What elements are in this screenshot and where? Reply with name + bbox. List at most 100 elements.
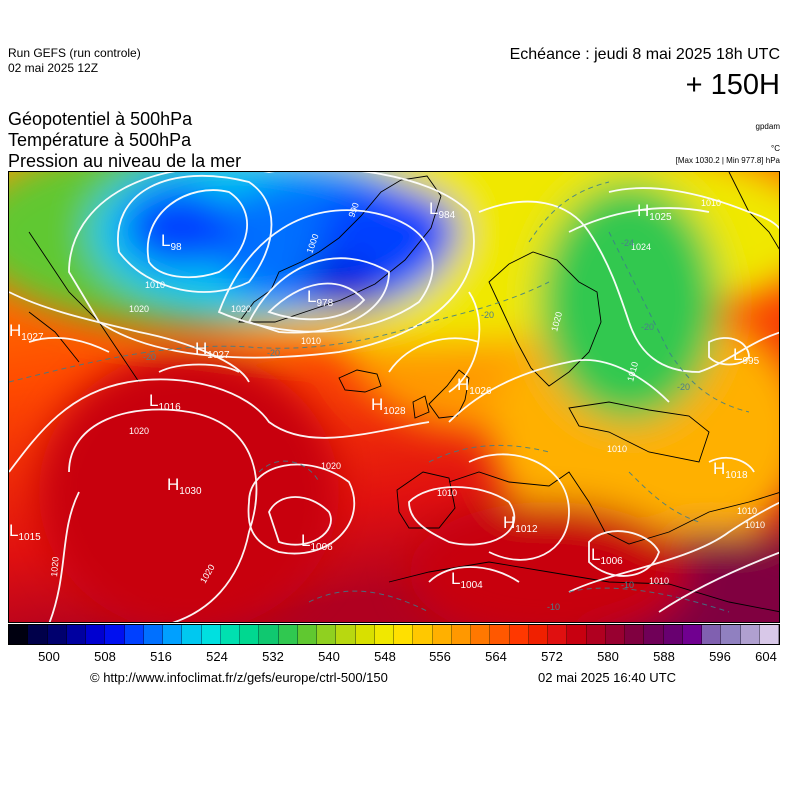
- isobar-label: 1010: [607, 444, 627, 454]
- low-pressure-center: L1016: [149, 391, 181, 413]
- isotherm-label: -10: [621, 580, 634, 590]
- layer-temperature: Température à 500hPa: [8, 130, 192, 150]
- colorbar-cell: [451, 625, 471, 644]
- pressure-range: [Max 1030.2 | Min 977.8] hPa: [675, 156, 780, 165]
- isobar-label: 1010: [145, 280, 165, 290]
- colorbar-cell: [297, 625, 317, 644]
- colorbar-cell: [336, 625, 356, 644]
- colorbar-tick-label: 524: [206, 649, 228, 664]
- isobar-label: 1010: [737, 506, 757, 516]
- pressure-centers: L984 L978 L98 H1027 H1027 H1028 H1026 H1030 L100…: [9, 199, 760, 591]
- colorbar-tick-label: 516: [150, 649, 172, 664]
- colorbar-cell: [663, 625, 683, 644]
- low-pressure-center: L984: [429, 199, 456, 221]
- colorbar-cell: [374, 625, 394, 644]
- low-pressure-center: L1006: [301, 531, 333, 553]
- colorbar-tick-label: 572: [541, 649, 563, 664]
- colorbar-cell: [509, 625, 529, 644]
- valid-time: Echéance : jeudi 8 mai 2025 18h UTC: [509, 46, 780, 63]
- colorbar-cell: [702, 625, 722, 644]
- colorbar-cell: [721, 625, 741, 644]
- colorbar-cell: [317, 625, 337, 644]
- high-pressure-center: H1030: [167, 475, 202, 497]
- colorbar-cell: [124, 625, 144, 644]
- colorbar-cell: [201, 625, 221, 644]
- colorbar-cell: [105, 625, 125, 644]
- isobar-label: 1010: [437, 488, 457, 498]
- isotherm-label: -20: [641, 322, 654, 332]
- colorbar-cell: [759, 625, 779, 644]
- issue-time: 02 mai 2025 16:40 UTC: [538, 670, 677, 685]
- isobar-label: 1024: [631, 242, 651, 252]
- layer-pressure: Pression au niveau de la mer: [8, 151, 242, 171]
- colorbar-cell: [625, 625, 645, 644]
- temperature-colorbar: [8, 624, 780, 645]
- isotherm-label: -20: [481, 310, 494, 320]
- unit-temperature: °C: [771, 144, 780, 153]
- low-pressure-center: L1004: [451, 569, 483, 591]
- isobar-label: 990: [346, 201, 361, 219]
- colorbar-cell: [259, 625, 279, 644]
- colorbar-cell: [240, 625, 260, 644]
- colorbar-cell: [432, 625, 452, 644]
- isobars: [9, 172, 779, 622]
- layer-geopotential: Géopotentiel à 500hPa: [8, 109, 193, 129]
- colorbar-cell: [471, 625, 491, 644]
- colorbar-cell: [28, 625, 48, 644]
- colorbar-cell: [567, 625, 587, 644]
- colorbar-cell: [9, 625, 29, 644]
- colorbar-cell: [682, 625, 702, 644]
- colorbar-tick-label: 540: [318, 649, 340, 664]
- low-pressure-center: L1015: [9, 521, 41, 543]
- weather-map: L984 L978 L98 H1027 H1027 H1028 H1026 H1030 L100…: [8, 171, 780, 623]
- isotherm-label: -20: [677, 382, 690, 392]
- colorbar-tick-label: 580: [597, 649, 619, 664]
- colorbar-tick-label: 604: [755, 649, 777, 664]
- isotherm-label: -20: [267, 348, 280, 358]
- high-pressure-center: H1025: [637, 201, 672, 223]
- isotherms: [9, 181, 750, 613]
- low-pressure-center: L1006: [591, 545, 623, 567]
- isobar-label: 1020: [129, 304, 149, 314]
- high-pressure-center: H1027: [195, 339, 230, 361]
- run-title: Run GEFS (run controle): [8, 46, 141, 60]
- isobar-label: 1020: [321, 461, 341, 471]
- colorbar-cell: [163, 625, 183, 644]
- colorbar-tick-labels: 500 508 516 524 532 540 548 556 564 572 580 588 596 6…: [8, 649, 780, 667]
- colorbar-cell: [394, 625, 414, 644]
- colorbar-cell: [413, 625, 433, 644]
- colorbar-tick-label: 500: [38, 649, 60, 664]
- isobar-label: 1010: [745, 520, 765, 530]
- low-pressure-center: L978: [307, 287, 334, 309]
- colorbar-cell: [740, 625, 760, 644]
- unit-geopotential: gpdam: [755, 122, 780, 131]
- colorbar-cell: [605, 625, 625, 644]
- credit-url: © http://www.infoclimat.fr/z/gefs/europe…: [90, 670, 388, 685]
- isobar-label: 1010: [649, 576, 669, 586]
- coastlines: [28, 172, 779, 613]
- lead-time: + 150H: [685, 69, 780, 101]
- colorbar-cell: [47, 625, 67, 644]
- high-pressure-center: H1027: [9, 321, 44, 343]
- colorbar-cell: [86, 625, 106, 644]
- colorbar-tick-label: 508: [94, 649, 116, 664]
- colorbar-cell: [644, 625, 664, 644]
- colorbar-cell: [278, 625, 298, 644]
- high-pressure-center: H1012: [503, 513, 538, 535]
- colorbar-tick-label: 596: [709, 649, 731, 664]
- high-pressure-center: H1028: [371, 395, 406, 417]
- isotherm-label: -10: [547, 602, 560, 612]
- colorbar-tick-label: 548: [374, 649, 396, 664]
- isobar-label: 1020: [231, 304, 251, 314]
- colorbar-cell: [66, 625, 86, 644]
- colorbar-cell: [182, 625, 202, 644]
- isotherm-value-labels: -20 -20 -20 -20 -20 -10 -10 -24: [143, 238, 690, 612]
- high-pressure-center: H1026: [457, 375, 492, 397]
- colorbar-cell: [586, 625, 606, 644]
- colorbar-cell: [355, 625, 375, 644]
- run-date: 02 mai 2025 12Z: [8, 61, 99, 75]
- colorbar-tick-label: 556: [429, 649, 451, 664]
- colorbar-cell: [548, 625, 568, 644]
- colorbar-cell: [220, 625, 240, 644]
- isobar-label: 1010: [301, 336, 321, 346]
